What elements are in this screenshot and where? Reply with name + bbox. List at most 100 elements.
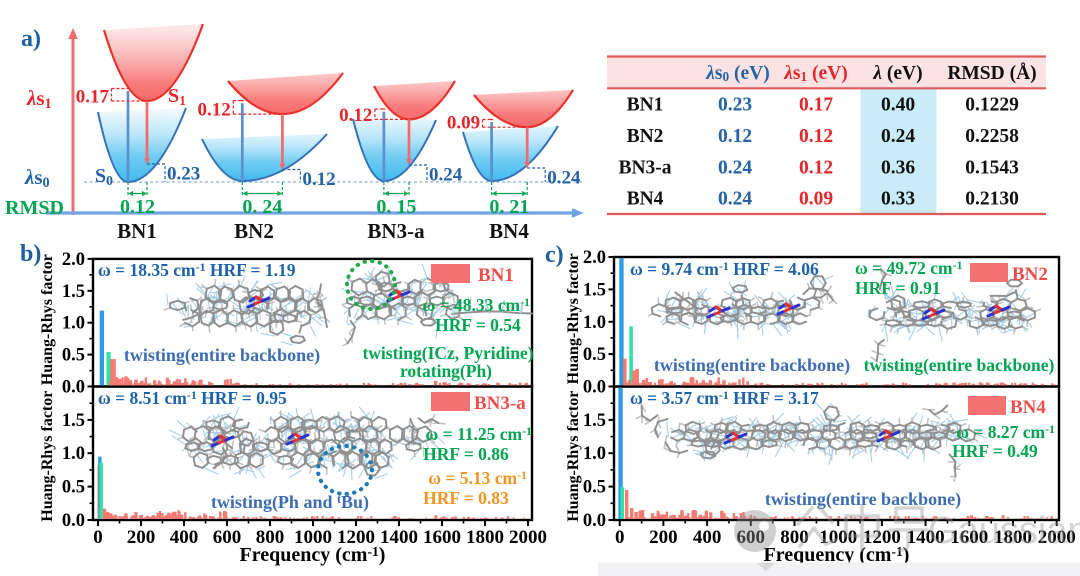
svg-text:twisting(Ph and tBu): twisting(Ph and tBu) xyxy=(211,492,369,513)
svg-text:λs1 (eV): λs1 (eV) xyxy=(783,63,848,84)
svg-text:1.5: 1.5 xyxy=(583,280,606,300)
svg-text:1.0: 1.0 xyxy=(62,314,85,334)
svg-text:0.36: 0.36 xyxy=(881,157,915,178)
svg-text:1.5: 1.5 xyxy=(62,411,85,431)
svg-text:0: 0 xyxy=(615,527,625,548)
svg-text:0.12: 0.12 xyxy=(198,100,231,121)
svg-text:BN3-a: BN3-a xyxy=(367,219,425,243)
svg-text:0. 24: 0. 24 xyxy=(242,196,282,218)
svg-text:BN3-a: BN3-a xyxy=(474,393,526,414)
svg-text:HRF = 0.49: HRF = 0.49 xyxy=(952,441,1038,461)
svg-text:Huang-Rhys factor: Huang-Rhys factor xyxy=(565,391,582,522)
svg-text:λs0 (eV): λs0 (eV) xyxy=(705,63,770,84)
svg-text:0.24: 0.24 xyxy=(547,168,581,189)
svg-text:Huang-Rhys factor: Huang-Rhys factor xyxy=(39,254,56,385)
svg-text:BN2: BN2 xyxy=(234,219,274,243)
svg-text:0.0: 0.0 xyxy=(62,511,85,531)
svg-text:BN2: BN2 xyxy=(1012,264,1048,285)
svg-text:0.09: 0.09 xyxy=(799,189,833,210)
svg-text:0.12: 0.12 xyxy=(718,126,752,147)
svg-text:400: 400 xyxy=(693,527,722,548)
svg-text:0.12: 0.12 xyxy=(339,105,372,126)
svg-text:BN1: BN1 xyxy=(627,95,664,116)
svg-text:0.0: 0.0 xyxy=(62,378,85,398)
svg-text:BN3-a: BN3-a xyxy=(618,157,671,178)
svg-text:0.2130: 0.2130 xyxy=(965,189,1019,210)
svg-text:0.12: 0.12 xyxy=(799,157,833,178)
svg-text:600: 600 xyxy=(737,527,766,548)
svg-text:BN4: BN4 xyxy=(1010,397,1046,418)
svg-text:Frequency (cm-1): Frequency (cm-1) xyxy=(764,544,910,566)
svg-text:HRF = 0.86: HRF = 0.86 xyxy=(423,444,509,464)
svg-text:rotating(Ph): rotating(Ph) xyxy=(400,361,492,381)
svg-text:0.12: 0.12 xyxy=(120,196,155,218)
svg-text:RMSD (Å): RMSD (Å) xyxy=(947,63,1036,84)
svg-text:800: 800 xyxy=(780,527,809,548)
svg-text:0.5: 0.5 xyxy=(583,478,606,498)
svg-text:1800: 1800 xyxy=(994,527,1032,548)
svg-text:0.24: 0.24 xyxy=(718,189,752,210)
svg-text:b): b) xyxy=(20,241,41,267)
svg-text:0: 0 xyxy=(93,527,103,548)
svg-text:ω = 48.33 cm-1: ω = 48.33 cm-1 xyxy=(422,295,530,315)
svg-text:1400: 1400 xyxy=(907,527,945,548)
svg-text:0.24: 0.24 xyxy=(429,165,463,186)
svg-text:1.5: 1.5 xyxy=(583,411,606,431)
svg-text:HRF = 0.83: HRF = 0.83 xyxy=(423,488,509,508)
svg-text:2.0: 2.0 xyxy=(583,248,606,268)
svg-text:Frequency (cm-1): Frequency (cm-1) xyxy=(240,544,386,566)
svg-text:S1: S1 xyxy=(168,85,186,108)
svg-text:0.1543: 0.1543 xyxy=(965,157,1019,178)
svg-text:ω = 8.27 cm-1: ω = 8.27 cm-1 xyxy=(956,422,1055,442)
svg-text:BN2: BN2 xyxy=(627,126,664,147)
svg-text:200: 200 xyxy=(649,527,678,548)
svg-text:0.1229: 0.1229 xyxy=(965,95,1019,116)
svg-text:0.23: 0.23 xyxy=(167,164,200,185)
svg-text:0.24: 0.24 xyxy=(881,126,915,147)
svg-text:0. 15: 0. 15 xyxy=(376,196,416,218)
svg-text:2.0: 2.0 xyxy=(62,250,85,270)
svg-text:λs1: λs1 xyxy=(26,86,52,112)
svg-text:1600: 1600 xyxy=(423,527,461,548)
svg-text:twisting(entire backbone): twisting(entire backbone) xyxy=(654,355,850,376)
svg-text:0.12: 0.12 xyxy=(799,126,833,147)
svg-text:0.5: 0.5 xyxy=(583,345,606,365)
svg-text:twisting(entire backbone): twisting(entire backbone) xyxy=(864,355,1055,375)
svg-text:twisting(entire backbone): twisting(entire backbone) xyxy=(765,489,961,510)
svg-text:0.09: 0.09 xyxy=(447,113,480,134)
svg-text:ω = 11.25 cm-1: ω = 11.25 cm-1 xyxy=(425,424,532,444)
svg-text:λs0: λs0 xyxy=(24,165,50,191)
svg-text:0.17: 0.17 xyxy=(799,95,833,116)
svg-text:0.33: 0.33 xyxy=(881,189,915,210)
svg-text:a): a) xyxy=(21,26,41,52)
svg-text:c): c) xyxy=(545,242,564,268)
svg-text:ω = 3.57 cm-1 HRF = 3.17: ω = 3.57 cm-1 HRF = 3.17 xyxy=(630,388,819,408)
svg-text:HRF = 0.91: HRF = 0.91 xyxy=(855,278,941,298)
svg-text:ω = 8.51 cm-1 HRF = 0.95: ω = 8.51 cm-1 HRF = 0.95 xyxy=(98,388,287,408)
svg-text:0.0: 0.0 xyxy=(583,511,606,531)
svg-text:1.0: 1.0 xyxy=(62,444,85,464)
svg-text:200: 200 xyxy=(127,527,156,548)
svg-text:BN1: BN1 xyxy=(478,265,514,286)
svg-text:0. 21: 0. 21 xyxy=(489,196,529,218)
svg-text:1.0: 1.0 xyxy=(583,313,606,333)
svg-text:twisting(ICz, Pyridine): twisting(ICz, Pyridine) xyxy=(362,343,533,363)
svg-text:twisting(entire backbone): twisting(entire backbone) xyxy=(124,345,320,366)
svg-text:0.2258: 0.2258 xyxy=(965,126,1019,147)
svg-text:RMSD: RMSD xyxy=(5,197,64,219)
svg-text:0.17: 0.17 xyxy=(76,87,110,108)
svg-text:0.12: 0.12 xyxy=(302,169,335,190)
svg-text:0.5: 0.5 xyxy=(62,346,85,366)
svg-text:BN1: BN1 xyxy=(117,219,157,243)
svg-text:1.0: 1.0 xyxy=(583,444,606,464)
svg-text:λ (eV): λ (eV) xyxy=(872,63,922,84)
svg-text:HRF = 0.54: HRF = 0.54 xyxy=(435,315,521,335)
svg-text:Gaussian: Gaussian xyxy=(928,510,1080,552)
svg-text:ω = 5.13 cm-1: ω = 5.13 cm-1 xyxy=(428,468,527,488)
svg-text:0.23: 0.23 xyxy=(718,95,752,116)
svg-text:1200: 1200 xyxy=(863,527,901,548)
svg-text:BN4: BN4 xyxy=(627,189,664,210)
svg-text:ω = 18.35 cm-1 HRF = 1.19: ω = 18.35 cm-1 HRF = 1.19 xyxy=(98,260,296,280)
svg-text:600: 600 xyxy=(213,527,242,548)
svg-text:ω = 49.72 cm-1: ω = 49.72 cm-1 xyxy=(855,258,963,278)
